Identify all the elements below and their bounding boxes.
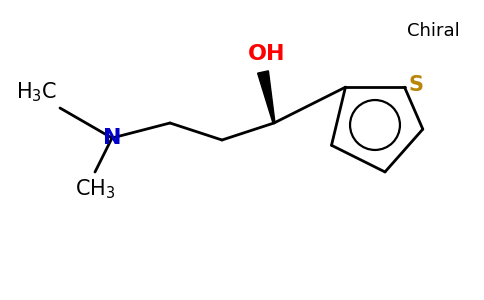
Text: N: N xyxy=(103,128,121,148)
Text: OH: OH xyxy=(248,44,286,64)
Polygon shape xyxy=(257,71,275,123)
Text: $\mathdefault{H_3C}$: $\mathdefault{H_3C}$ xyxy=(16,80,57,104)
Text: S: S xyxy=(408,75,424,95)
Text: Chiral: Chiral xyxy=(407,22,460,40)
Text: $\mathdefault{CH_3}$: $\mathdefault{CH_3}$ xyxy=(75,177,115,201)
